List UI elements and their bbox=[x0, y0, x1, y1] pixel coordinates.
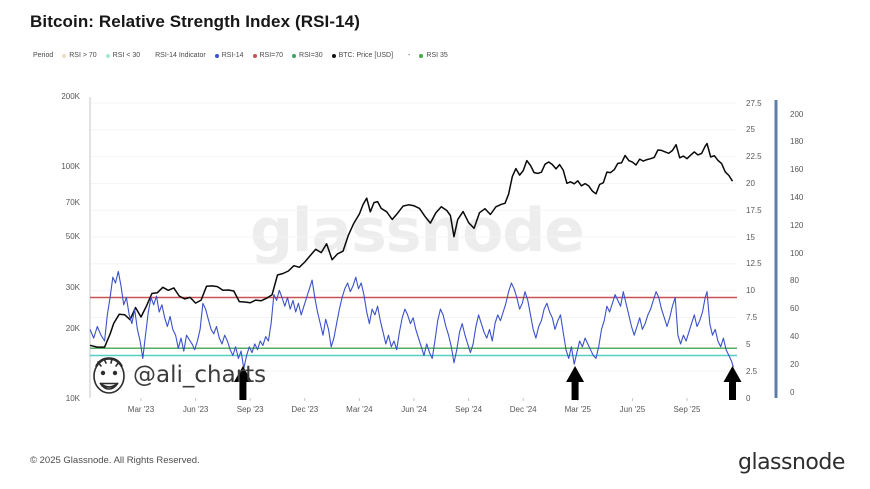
oversold-arrow-icon bbox=[233, 366, 252, 400]
legend-dot-icon bbox=[292, 53, 297, 58]
legend-item-rsi-70[interactable]: RSI=70 bbox=[252, 52, 284, 59]
date-tick: Dec '24 bbox=[509, 405, 537, 414]
glassnode-logo: glassnode bbox=[738, 450, 845, 475]
inner-axis-tick: 22.5 bbox=[746, 152, 762, 162]
legend-label: RSI > 70 bbox=[69, 52, 97, 59]
legend-item-rsi-14-indicator[interactable]: RSI-14 Indicator bbox=[155, 52, 206, 59]
date-tick: Jun '23 bbox=[182, 405, 209, 414]
legend-item-rsi-35[interactable]: RSI 35 bbox=[419, 52, 448, 59]
legend-dot-icon bbox=[62, 53, 67, 58]
date-tick: Sep '23 bbox=[236, 405, 264, 414]
legend-dot-icon bbox=[214, 53, 219, 58]
date-tick: Jun '25 bbox=[619, 405, 646, 414]
outer-axis-tick: 180 bbox=[790, 137, 804, 147]
inner-axis-tick: 25 bbox=[746, 125, 755, 135]
legend-label: RSI 35 bbox=[426, 52, 448, 59]
copyright-text: © 2025 Glassnode. All Rights Reserved. bbox=[30, 455, 200, 466]
page-title: Bitcoin: Relative Strength Index (RSI-14… bbox=[30, 12, 360, 31]
ali-charts-avatar-icon bbox=[93, 357, 125, 394]
legend-dot-icon bbox=[331, 53, 336, 58]
inner-axis-tick: 7.5 bbox=[746, 313, 758, 323]
inner-axis-tick: 2.5 bbox=[746, 366, 758, 376]
outer-axis-tick: 40 bbox=[790, 331, 799, 341]
legend-label: BTC: Price [USD] bbox=[338, 52, 394, 59]
inner-axis-tick: 27.5 bbox=[746, 98, 762, 108]
outer-axis-tick: 100 bbox=[790, 248, 804, 258]
inner-axis-tick: 15 bbox=[746, 232, 755, 242]
oversold-arrow-icon bbox=[723, 366, 742, 400]
series-btc-price-usd- bbox=[89, 142, 734, 348]
legend-item--[interactable]: - bbox=[408, 52, 410, 59]
price-tick: 200K bbox=[61, 92, 80, 102]
outer-axis-tick: 80 bbox=[790, 276, 799, 286]
oversold-arrow-icon bbox=[566, 366, 585, 400]
price-tick: 10K bbox=[65, 393, 80, 403]
legend-item-period[interactable]: Period bbox=[33, 52, 53, 59]
legend-dot-icon bbox=[419, 53, 424, 58]
series-rsi-14 bbox=[89, 270, 734, 370]
date-tick: Mar '23 bbox=[127, 405, 155, 414]
date-tick: Mar '24 bbox=[346, 405, 373, 414]
date-tick: Sep '24 bbox=[455, 405, 483, 414]
outer-axis-tick: 200 bbox=[790, 109, 804, 119]
inner-axis-tick: 5 bbox=[746, 339, 751, 349]
outer-axis-tick: 20 bbox=[790, 359, 799, 369]
legend-label: RSI < 30 bbox=[112, 52, 141, 59]
date-tick: Mar '25 bbox=[564, 405, 592, 414]
price-tick: 30K bbox=[65, 283, 80, 293]
legend-label: RSI=30 bbox=[299, 52, 323, 59]
ali-charts-handle: @ali_charts bbox=[133, 362, 267, 388]
legend-label: RSI-14 Indicator bbox=[155, 52, 206, 59]
date-tick: Sep '25 bbox=[673, 405, 701, 414]
outer-axis-tick: 160 bbox=[790, 165, 804, 175]
price-tick: 100K bbox=[61, 162, 80, 172]
legend-item-rsi-30[interactable]: RSI=30 bbox=[292, 52, 323, 59]
legend-item-btc-price-usd-[interactable]: BTC: Price [USD] bbox=[331, 52, 394, 59]
outer-axis-tick: 60 bbox=[790, 304, 799, 314]
legend-dot-icon bbox=[105, 53, 110, 58]
inner-axis-tick: 17.5 bbox=[746, 205, 762, 215]
legend-item-rsi-30[interactable]: RSI < 30 bbox=[105, 52, 141, 59]
inner-axis-tick: 12.5 bbox=[746, 259, 762, 269]
legend-label: - bbox=[408, 52, 411, 59]
chart-legend: Period RSI > 70 RSI < 30 RSI-14 Indicator RS… bbox=[33, 52, 457, 59]
inner-axis-tick: 10 bbox=[746, 286, 755, 296]
date-tick: Dec '23 bbox=[291, 405, 319, 414]
price-tick: 70K bbox=[65, 197, 80, 207]
outer-axis-tick: 0 bbox=[790, 387, 795, 397]
legend-item-rsi-14[interactable]: RSI-14 bbox=[214, 52, 244, 59]
inner-axis-tick: 0 bbox=[746, 393, 751, 403]
legend-dot-icon bbox=[252, 53, 257, 58]
legend-label: Period bbox=[33, 52, 54, 59]
outer-axis-tick: 120 bbox=[790, 220, 804, 230]
legend-item-rsi-70[interactable]: RSI > 70 bbox=[62, 52, 97, 59]
legend-label: RSI=70 bbox=[259, 52, 284, 59]
inner-axis-tick: 20 bbox=[746, 178, 755, 188]
price-tick: 50K bbox=[65, 231, 80, 241]
outer-axis-tick: 140 bbox=[790, 192, 804, 202]
price-tick: 20K bbox=[65, 323, 80, 333]
date-tick: Jun '24 bbox=[401, 405, 427, 414]
legend-label: RSI-14 bbox=[221, 52, 244, 59]
